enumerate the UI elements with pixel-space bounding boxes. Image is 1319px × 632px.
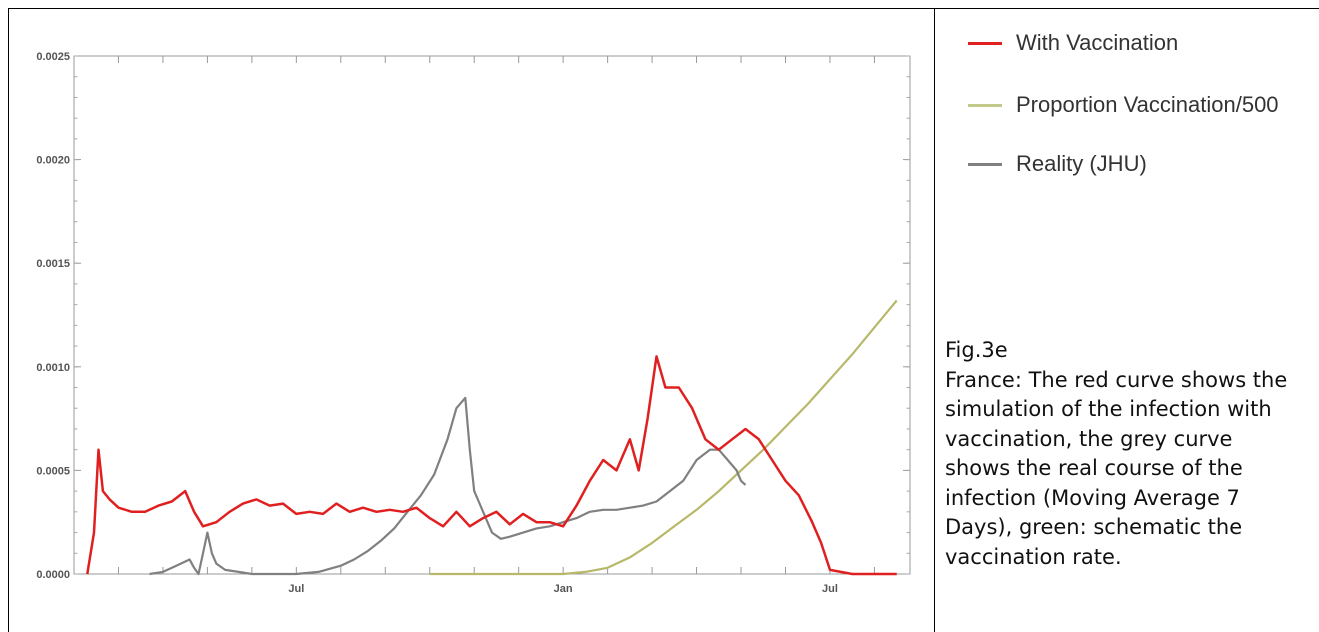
x-tick-label: Jul xyxy=(288,583,304,595)
y-tick-label: 0.0005 xyxy=(36,465,70,477)
chart: 0.0000 0.0005 0.0010 0.0015 0.0020 0.0025 Jul J… xyxy=(36,51,911,595)
legend-swatch-red xyxy=(968,41,1002,45)
series-line-with-vaccination xyxy=(86,355,897,576)
legend-label: With Vaccination xyxy=(1016,30,1179,55)
legend-swatch-grey xyxy=(968,162,1002,166)
caption-line: infection (Moving Average 7 xyxy=(945,485,1240,510)
plot-area-frame xyxy=(73,55,911,575)
y-tick-label: 0.0000 xyxy=(36,569,70,581)
caption-line: France: The red curve shows the xyxy=(945,367,1288,392)
caption-line: simulation of the infection with xyxy=(945,397,1272,421)
legend-item-proportion-vaccination: Proportion Vaccination/500 xyxy=(968,90,1279,120)
caption-line: Days), green: schematic the xyxy=(945,515,1243,539)
legend-item-reality: Reality (JHU) xyxy=(968,149,1147,179)
x-tick-label: Jul xyxy=(822,583,838,595)
series-layer xyxy=(86,299,898,576)
legend-item-with-vaccination: With Vaccination xyxy=(968,28,1178,58)
series-line-reality-jhu xyxy=(149,396,747,576)
y-tick-label: 0.0015 xyxy=(36,258,70,270)
y-tick-label: 0.0025 xyxy=(36,51,70,63)
table-border-top xyxy=(8,8,1319,9)
ticks-layer: 0.0000 0.0005 0.0010 0.0015 0.0020 0.0025 Jul J… xyxy=(36,51,910,595)
table-border-left xyxy=(8,8,9,632)
legend-label: Proportion Vaccination/500 xyxy=(1016,92,1279,117)
caption-line: shows the real course of the xyxy=(945,456,1243,480)
table-border-divider xyxy=(934,8,935,632)
x-tick-label: Jan xyxy=(554,583,573,595)
caption-line: vaccination, the grey curve xyxy=(945,426,1233,451)
y-tick-label: 0.0020 xyxy=(36,155,70,167)
figure-caption: Fig.3e France: The red curve shows the s… xyxy=(945,336,1315,572)
legend-swatch-green xyxy=(968,103,1002,107)
legend-label: Reality (JHU) xyxy=(1016,151,1147,176)
y-tick-label: 0.0010 xyxy=(36,362,70,374)
series-line-proportion-vaccination-500 xyxy=(429,299,898,576)
caption-line: vaccination rate. xyxy=(945,544,1122,569)
caption-line: Fig.3e xyxy=(945,338,1008,362)
